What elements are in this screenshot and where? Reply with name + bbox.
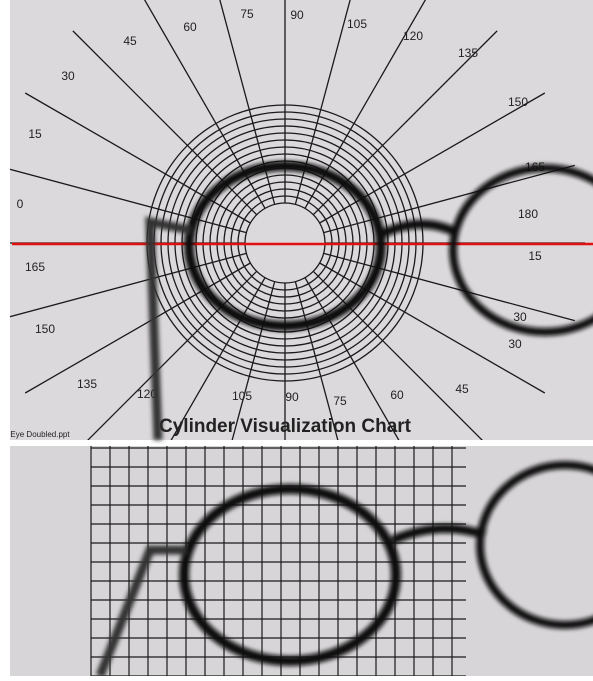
angle-label: 120 [403,29,423,43]
angle-label: 105 [232,389,252,403]
angle-label: 45 [123,34,137,48]
angle-label: 30 [508,337,522,351]
angle-label: 90 [285,390,299,404]
chart-title: Cylinder Visualization Chart [159,416,412,437]
radial-line [312,270,483,440]
angle-label: 135 [458,46,478,60]
radial-line [319,92,546,224]
angle-label: 90 [290,8,304,22]
angle-label: 30 [513,310,527,324]
angle-label: 150 [35,322,55,336]
angle-label: 75 [333,394,347,408]
angle-label: 15 [28,127,42,141]
grid-paper [10,446,593,676]
radial-line [219,0,276,205]
glasses-bottom [95,461,593,678]
angle-label: 45 [455,382,469,396]
angle-label: 105 [347,17,367,31]
angle-label: 15 [528,249,542,263]
angle-label: 135 [77,377,97,391]
radial-line [319,262,546,394]
radial-line [24,92,251,224]
radial-line [294,0,351,205]
radial-line [10,252,247,318]
radial-line [323,164,575,234]
radial-line [10,168,247,234]
angle-label: 180 [518,207,538,221]
angle-label: 0 [17,197,24,211]
angle-label: 60 [183,20,197,34]
angle-label: 150 [508,95,528,109]
angle-label: 30 [61,69,75,83]
radial-line [24,262,251,394]
angle-label: 165 [25,260,45,274]
glasses-top [145,161,593,441]
chart-paper [10,0,593,440]
footer: Eye Doubled.ppt [10,430,70,439]
radial-line [87,270,258,440]
radial-line [323,252,575,322]
angle-label: 75 [240,7,254,21]
angle-label: 60 [390,388,404,402]
